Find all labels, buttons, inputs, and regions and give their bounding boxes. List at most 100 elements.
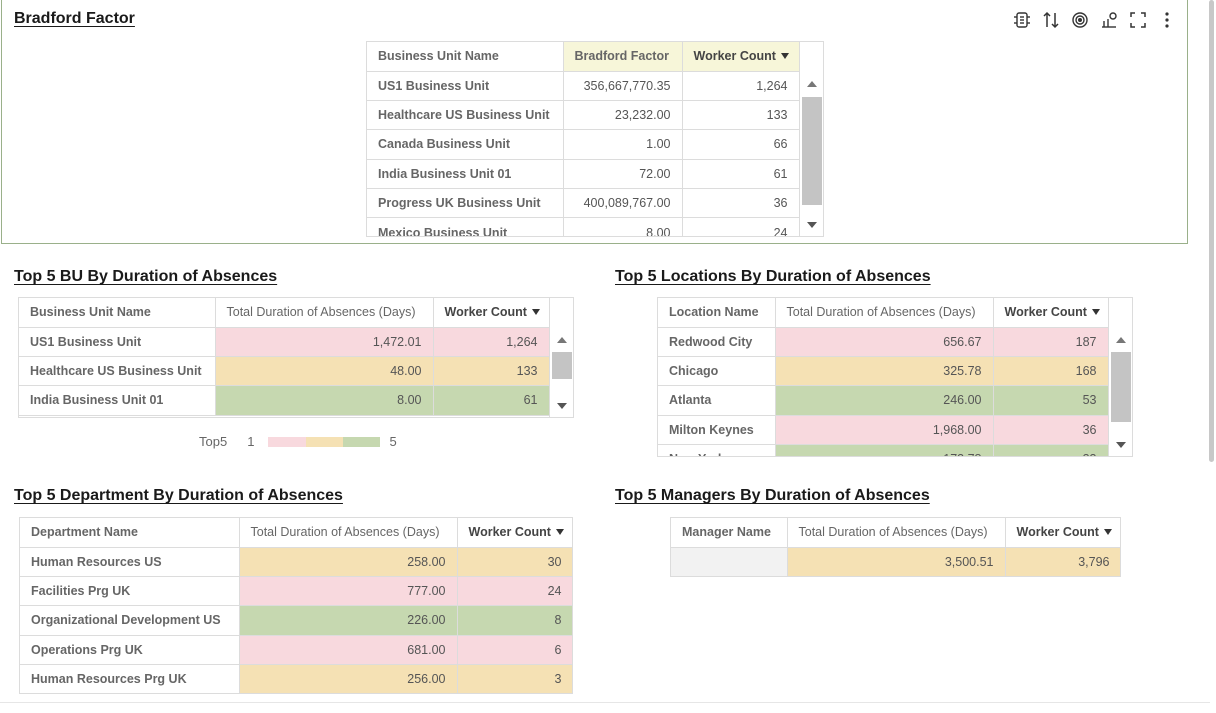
cell-value: 656.67 [775,327,994,357]
cell-name: Human Resources US [20,547,240,577]
table-row: Mexico Business Unit 8.00 24 [367,217,800,236]
page-scrollbar[interactable] [1209,0,1214,462]
cell-value: 246.00 [775,385,994,416]
more-icon[interactable] [1157,10,1176,29]
cell-value: 23,232.00 [563,100,683,131]
col-header-duration[interactable]: Total Duration of Absences (Days) [775,298,994,328]
scroll-thumb[interactable] [552,352,572,379]
cell-count: 36 [682,188,800,219]
target-icon[interactable] [1070,10,1089,29]
cell-count: 133 [433,356,550,387]
table-row: Redwood City 656.67 187 [658,327,1109,357]
table-scrollbar[interactable] [549,327,573,417]
scroll-thumb[interactable] [802,97,822,205]
cell-name: Progress UK Business Unit [367,188,564,219]
cell-name: India Business Unit 01 [19,385,216,416]
chart-settings-icon[interactable] [1099,10,1118,29]
table-row: Milton Keynes 1,968.00 36 [658,415,1109,446]
loc-title[interactable]: Top 5 Locations By Duration of Absences [615,268,931,285]
cell-value: 8.00 [563,217,683,236]
scroll-thumb[interactable] [1111,352,1131,422]
cell-name: Human Resources Prg UK [20,664,240,693]
bradford-table: Business Unit Name Bradford Factor Worke… [366,41,824,237]
sort-desc-icon[interactable] [780,52,789,59]
sort-desc-icon[interactable] [1091,308,1100,315]
dept-table: Department Name Total Duration of Absenc… [19,517,573,694]
cell-value: 72.00 [563,159,683,190]
scroll-down-icon[interactable] [1116,442,1126,448]
bradford-title[interactable]: Bradford Factor [14,10,135,27]
col-header-duration[interactable]: Total Duration of Absences (Days) [239,518,458,548]
cell-value: 777.00 [239,576,458,607]
col-header-duration[interactable]: Total Duration of Absences (Days) [215,298,434,328]
table-row: Human Resources Prg UK 256.00 3 [20,664,572,693]
table-scrollbar[interactable] [799,71,823,236]
col-header-bradford-factor[interactable]: Bradford Factor [563,42,683,72]
table-row: 3,500.51 3,796 [671,547,1120,576]
scroll-up-icon[interactable] [807,81,817,87]
sort-desc-icon[interactable] [531,308,540,315]
divider [0,702,1210,703]
col-header-label: Worker Count [1016,525,1099,540]
sort-desc-icon[interactable] [1103,528,1112,535]
scroll-up-icon[interactable] [1116,337,1126,343]
cell-count: 187 [993,327,1109,357]
cell-value: 1,472.01 [215,327,434,357]
fullscreen-icon[interactable] [1128,10,1147,29]
table-row: Atlanta 246.00 53 [658,385,1109,416]
bu-title[interactable]: Top 5 BU By Duration of Absences [14,268,278,285]
cell-name: Canada Business Unit [367,129,564,160]
col-header-business-unit[interactable]: Business Unit Name [19,298,216,328]
cell-value: 1,968.00 [775,415,994,446]
table-row: Organizational Development US 226.00 8 [20,605,572,636]
table-scrollbar[interactable] [1108,327,1132,456]
col-header-business-unit[interactable]: Business Unit Name [367,42,564,72]
mgr-title[interactable]: Top 5 Managers By Duration of Absences [615,487,930,504]
col-header-department[interactable]: Department Name [20,518,240,548]
cell-name: US1 Business Unit [19,327,216,357]
dept-title[interactable]: Top 5 Department By Duration of Absences [14,487,343,504]
col-header-label: Worker Count [468,525,551,540]
cell-name: Healthcare US Business Unit [19,356,216,387]
cell-value: 3,500.51 [787,547,1006,576]
bu-table: Business Unit Name Total Duration of Abs… [18,297,574,418]
cell-count: 133 [682,100,800,131]
legend-bar [268,436,381,447]
col-header-worker-count[interactable]: Worker Count [457,518,572,548]
cell-count: 24 [682,217,800,236]
col-header-manager[interactable]: Manager Name [671,518,788,548]
cell-value: 256.00 [239,664,458,693]
cell-count: 61 [433,385,550,416]
cell-value: 8.00 [215,385,434,416]
col-header-duration[interactable]: Total Duration of Absences (Days) [787,518,1006,548]
scroll-up-icon[interactable] [557,337,567,343]
table-row: Canada Business Unit 1.00 66 [367,129,800,160]
table-row: Chicago 325.78 168 [658,356,1109,387]
cell-value: 258.00 [239,547,458,577]
legend-max: 5 [389,434,397,449]
cell-name [671,547,788,576]
loc-table: Location Name Total Duration of Absences… [657,297,1133,457]
col-header-worker-count[interactable]: Worker Count [993,298,1109,328]
cell-name: Mexico Business Unit [367,217,564,236]
col-header-location[interactable]: Location Name [658,298,776,328]
cell-name: Atlanta [658,385,776,416]
table-row: Human Resources US 258.00 30 [20,547,572,577]
table-row: India Business Unit 01 72.00 61 [367,159,800,190]
cell-count: 53 [993,385,1109,416]
cell-count: 1,264 [433,327,550,357]
cell-value: 1.00 [563,129,683,160]
cell-count: 168 [993,356,1109,387]
cell-name: Healthcare US Business Unit [367,100,564,131]
dataset-icon[interactable] [1012,10,1031,29]
cell-name: Operations Prg UK [20,635,240,666]
scroll-down-icon[interactable] [557,403,567,409]
col-header-worker-count[interactable]: Worker Count [682,42,800,72]
col-header-worker-count[interactable]: Worker Count [1005,518,1120,548]
table-row: Healthcare US Business Unit 48.00 133 [19,356,550,387]
sort-desc-icon[interactable] [555,528,564,535]
table-row: Healthcare US Business Unit 23,232.00 133 [367,100,800,131]
col-header-worker-count[interactable]: Worker Count [433,298,550,328]
sort-icon[interactable] [1041,10,1060,29]
scroll-down-icon[interactable] [807,222,817,228]
